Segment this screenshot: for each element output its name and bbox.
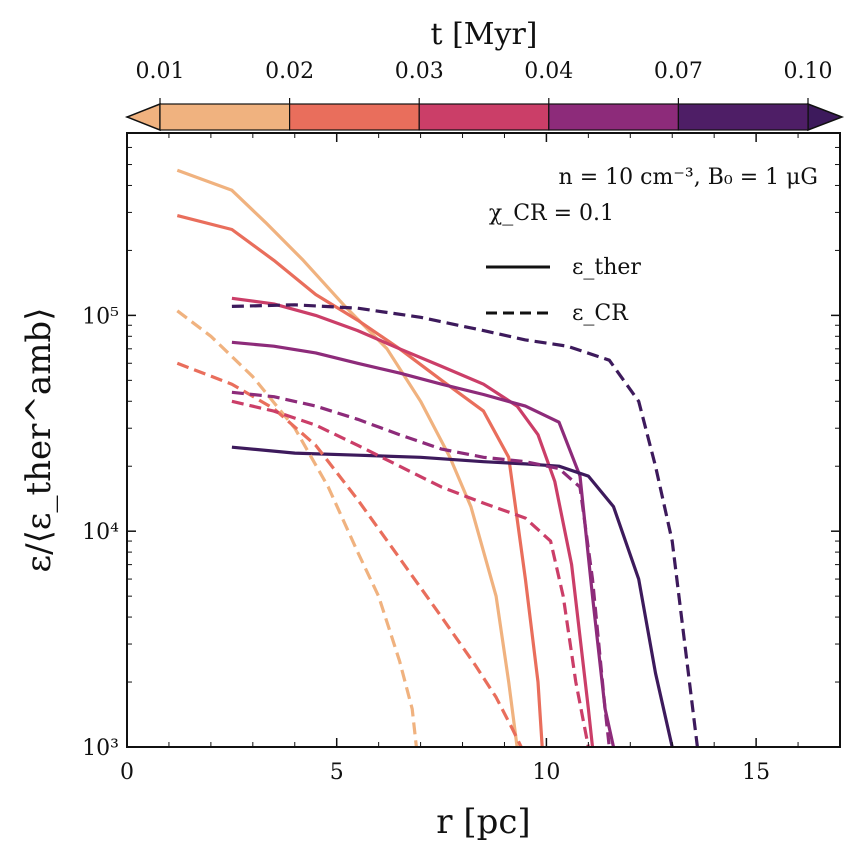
colorbar-segment bbox=[289, 103, 420, 131]
series-line-cr-5 bbox=[176, 309, 418, 747]
colorbar-segment bbox=[418, 103, 550, 131]
x-tick-label: 5 bbox=[330, 760, 344, 785]
series-line-cr-6 bbox=[176, 361, 523, 747]
series-line-cr-7 bbox=[231, 399, 590, 747]
colorbar-extend-left bbox=[124, 102, 161, 132]
annotation-density-field: n = 10 cm⁻³, B₀ = 1 μG bbox=[559, 165, 818, 190]
y-tick-label: 10³ bbox=[82, 736, 119, 761]
colorbar-tick-label: 0.10 bbox=[784, 59, 833, 84]
x-tick-label: 10 bbox=[532, 760, 560, 785]
colorbar-label: t [Myr] bbox=[430, 17, 537, 52]
data-lines bbox=[176, 168, 699, 747]
series-line-ther-2 bbox=[231, 296, 595, 747]
x-axis-label: r [pc] bbox=[436, 802, 530, 842]
colorbar: 0.01 0.02 0.03 0.04 0.07 0.10 bbox=[124, 59, 845, 132]
legend-label: ε_CR bbox=[572, 301, 629, 326]
annotation-chi-cr: χ_CR = 0.1 bbox=[489, 201, 614, 226]
series-line-cr-9 bbox=[231, 303, 699, 747]
y-tick-label: 10⁴ bbox=[82, 520, 119, 545]
legend-label: ε_ther bbox=[572, 255, 641, 280]
series-line-ther-3 bbox=[231, 340, 616, 747]
x-tick-label: 0 bbox=[120, 760, 134, 785]
y-axis-label: ε/⟨ε_ther^amb⟩ bbox=[19, 308, 59, 573]
colorbar-segment bbox=[677, 103, 809, 131]
colorbar-extend-right bbox=[807, 102, 845, 132]
plot-frame bbox=[126, 132, 841, 748]
colorbar-tick-label: 0.01 bbox=[136, 59, 185, 84]
series-line-ther-0 bbox=[176, 168, 519, 747]
colorbar-tick-label: 0.04 bbox=[524, 59, 573, 84]
plot-area: 0 5 10 15 10³ 10⁴ 10⁵ bbox=[82, 132, 841, 785]
legend: ε_ther ε_CR bbox=[486, 255, 641, 326]
x-tick-label: 15 bbox=[742, 760, 770, 785]
colorbar-segment bbox=[548, 103, 679, 131]
colorbar-tick-label: 0.07 bbox=[654, 59, 703, 84]
y-tick-label: 10⁵ bbox=[82, 304, 119, 329]
series-line-ther-4 bbox=[231, 445, 674, 747]
colorbar-tick-label: 0.03 bbox=[395, 59, 444, 84]
colorbar-segment bbox=[159, 103, 291, 131]
series-line-ther-1 bbox=[176, 214, 544, 747]
colorbar-tick-label: 0.02 bbox=[265, 59, 314, 84]
series-line-cr-8 bbox=[231, 390, 611, 747]
